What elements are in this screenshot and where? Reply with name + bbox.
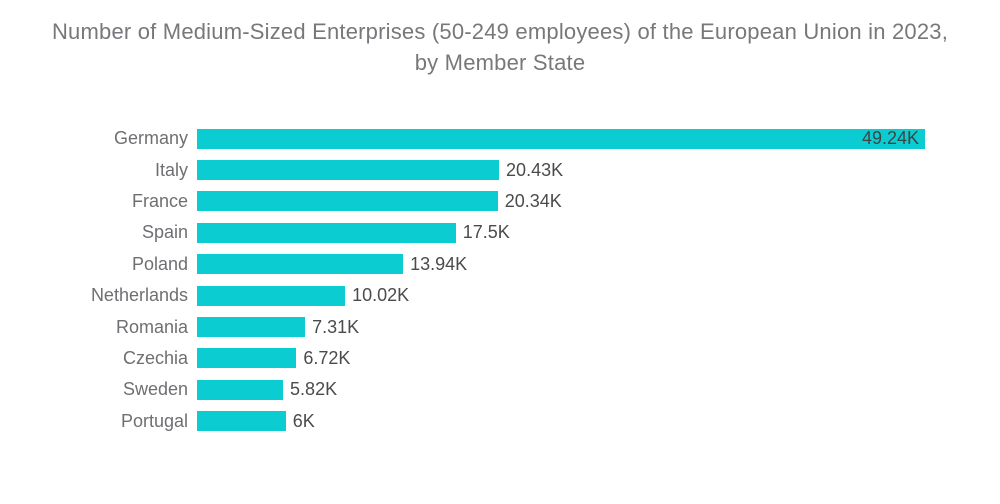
bar[interactable]: [197, 317, 306, 338]
category-label: Italy: [154, 159, 188, 180]
bar-row: Netherlands 10.02K: [0, 280, 1000, 311]
bar-track: 6.72K: [197, 347, 1000, 369]
value-label: 20.34K: [504, 190, 562, 211]
bar-row: Sweden 5.82K: [0, 374, 1000, 405]
bar[interactable]: [197, 379, 284, 400]
bar[interactable]: [197, 411, 286, 432]
bar-row: Spain 17.5K: [0, 217, 1000, 248]
bar[interactable]: 49.24K: [197, 128, 925, 149]
bar-row: France 20.34K: [0, 186, 1000, 217]
bar-track: 7.31K: [197, 316, 1000, 338]
category-label: Germany: [113, 128, 188, 149]
bar[interactable]: [197, 160, 500, 181]
bar-row: Portugal 6K: [0, 406, 1000, 437]
bar-track: 20.43K: [197, 159, 1000, 181]
category-label: Portugal: [120, 410, 188, 431]
value-label: 6.72K: [303, 347, 351, 368]
category-label: Poland: [131, 253, 188, 274]
category-label: Netherlands: [90, 285, 188, 306]
bar[interactable]: [197, 348, 297, 369]
bar-row: Italy 20.43K: [0, 154, 1000, 185]
bar-row: Romania 7.31K: [0, 311, 1000, 342]
value-label: 5.82K: [290, 379, 338, 400]
bar-track: 49.24K: [197, 128, 1000, 149]
bar[interactable]: [197, 191, 498, 212]
bar-row: Germany 49.24K: [0, 123, 1000, 154]
value-label: 17.5K: [462, 222, 510, 243]
bar-track: 5.82K: [197, 379, 1000, 400]
bar-row: Czechia 6.72K: [0, 343, 1000, 374]
category-label: Romania: [115, 316, 188, 337]
bar[interactable]: [197, 222, 456, 243]
bar[interactable]: [197, 254, 404, 275]
value-label: 20.43K: [506, 159, 564, 180]
bar-track: 20.34K: [197, 190, 1000, 212]
value-label: 6K: [292, 410, 315, 431]
chart-title: Number of Medium-Sized Enterprises (50-2…: [51, 19, 949, 75]
category-label: France: [131, 190, 188, 211]
bar[interactable]: [197, 285, 346, 306]
category-label: Czechia: [122, 347, 188, 368]
value-label: 13.94K: [410, 253, 468, 274]
bar-rows: Germany 49.24K Italy 20.43K France 20.34K Spai…: [0, 123, 1000, 437]
category-label: Spain: [141, 222, 188, 243]
value-label: 10.02K: [352, 285, 410, 306]
value-label: 7.31K: [312, 316, 360, 337]
category-label: Sweden: [122, 379, 188, 400]
bar-track: 13.94K: [197, 253, 1000, 275]
bar-track: 17.5K: [197, 222, 1000, 243]
value-label: 49.24K: [861, 128, 919, 149]
bar-row: Poland 13.94K: [0, 249, 1000, 280]
bar-track: 6K: [197, 410, 1000, 432]
bar-track: 10.02K: [197, 285, 1000, 306]
